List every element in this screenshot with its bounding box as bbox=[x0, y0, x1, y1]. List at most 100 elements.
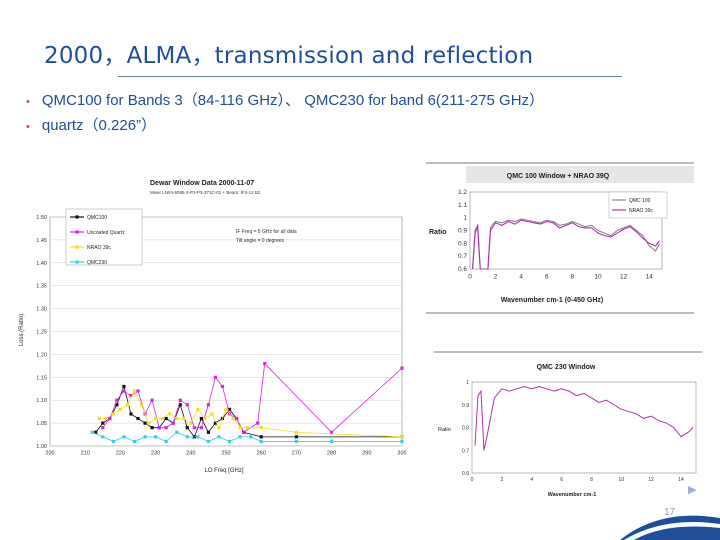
annotation-line: Tilt angle = 0 degrees bbox=[236, 238, 285, 244]
series-line bbox=[92, 431, 402, 442]
bullet-item: • quartz（0.226”） bbox=[26, 114, 544, 139]
y-tick-label: 1.25 bbox=[36, 330, 47, 336]
x-tick-label: 2 bbox=[500, 477, 503, 483]
y-tick-label: 0.9 bbox=[458, 228, 467, 235]
chart-title: QMC 100 Window + NRAO 39Q bbox=[507, 173, 610, 180]
data-point bbox=[256, 421, 260, 425]
series-uncoated-quartz bbox=[101, 361, 404, 434]
y-tick-label: 0.6 bbox=[458, 266, 467, 273]
x-tick-label: 8 bbox=[571, 274, 575, 281]
chart-legend: QMC 100 NRAO 39c bbox=[608, 191, 668, 219]
x-tick-label: 10 bbox=[619, 477, 625, 483]
data-point bbox=[129, 412, 133, 416]
data-point bbox=[125, 403, 130, 407]
data-point bbox=[136, 389, 140, 393]
bullet-dot-icon: • bbox=[26, 96, 30, 108]
data-point bbox=[206, 439, 210, 444]
data-point bbox=[139, 403, 144, 407]
data-point bbox=[213, 375, 218, 379]
y-tick-label: 1.15 bbox=[36, 375, 47, 381]
y-tick-label: 1.10 bbox=[36, 398, 47, 404]
x-tick-label: 240 bbox=[186, 451, 195, 457]
data-point bbox=[104, 416, 108, 421]
x-tick-label: 6 bbox=[545, 274, 549, 281]
x-tick-label: 300 bbox=[397, 451, 406, 457]
legend-marker bbox=[75, 245, 79, 249]
data-point bbox=[150, 398, 154, 402]
y-tick-label: 1 bbox=[463, 215, 467, 222]
y-tick-label: 1.35 bbox=[36, 284, 47, 290]
x-tick-label: 4 bbox=[519, 274, 523, 281]
legend-marker bbox=[75, 230, 79, 234]
series-qmc230 bbox=[90, 430, 404, 444]
annotation-line: IF Freq = 5 GHz for all data bbox=[236, 229, 297, 235]
decorative-swoosh bbox=[620, 515, 720, 540]
data-point bbox=[199, 426, 203, 430]
x-tick-label: 12 bbox=[620, 274, 628, 281]
data-point bbox=[227, 407, 232, 411]
data-point bbox=[294, 439, 298, 444]
legend-label: QMC100 bbox=[87, 215, 107, 221]
data-point bbox=[294, 430, 298, 434]
next-slide-icon[interactable]: ▶ bbox=[688, 484, 697, 496]
data-point bbox=[97, 416, 101, 421]
data-point bbox=[115, 403, 119, 407]
data-point bbox=[122, 435, 126, 439]
slide-title: 2000，ALMA，transmission and reflection bbox=[44, 43, 534, 69]
legend-marker bbox=[75, 260, 79, 264]
x-tick-label: 0 bbox=[468, 274, 472, 281]
data-point bbox=[154, 416, 158, 421]
chart-title: Dewar Window Data 2000-11-07 bbox=[150, 180, 254, 187]
data-point bbox=[238, 435, 242, 439]
data-point bbox=[136, 416, 140, 421]
x-tick-label: 8 bbox=[590, 477, 593, 483]
data-point bbox=[94, 430, 98, 434]
x-tick-label: 260 bbox=[257, 451, 266, 457]
legend-label: Uncoated Quartz bbox=[87, 230, 125, 236]
data-point bbox=[185, 403, 189, 407]
data-point bbox=[132, 439, 137, 444]
data-point bbox=[164, 416, 168, 421]
data-point bbox=[143, 435, 147, 439]
series-trace bbox=[474, 386, 694, 451]
data-point bbox=[242, 430, 246, 434]
y-tick-label: 0.9 bbox=[462, 403, 469, 409]
data-point bbox=[175, 430, 179, 434]
x-tick-label: 4 bbox=[530, 477, 533, 483]
data-point bbox=[224, 407, 228, 411]
data-point bbox=[196, 435, 200, 439]
legend-label: NRAO 39c bbox=[629, 208, 653, 214]
x-axis-label: LO Freq [GHz] bbox=[204, 468, 243, 474]
x-tick-label: 14 bbox=[646, 274, 654, 281]
data-point bbox=[108, 416, 112, 421]
title-divider bbox=[118, 76, 622, 77]
x-tick-label: 10 bbox=[594, 274, 602, 281]
y-tick-label: 1 bbox=[466, 380, 469, 386]
data-point bbox=[210, 412, 214, 416]
data-point bbox=[150, 426, 154, 430]
data-point bbox=[220, 384, 225, 389]
y-tick-label: 1.1 bbox=[458, 202, 467, 209]
data-point bbox=[101, 426, 105, 430]
x-tick-label: 270 bbox=[292, 451, 301, 457]
x-tick-label: 6 bbox=[560, 477, 563, 483]
x-tick-label: 280 bbox=[327, 451, 336, 457]
data-point bbox=[161, 416, 165, 421]
data-point bbox=[238, 426, 242, 430]
y-tick-label: 0.8 bbox=[462, 426, 469, 432]
data-point bbox=[132, 389, 137, 393]
chart-subtitle: Mixer LN#4-5095-2-P3-P3-371C-01 + Beam: … bbox=[150, 190, 261, 195]
data-point bbox=[400, 435, 404, 439]
x-tick-label: 0 bbox=[471, 477, 474, 483]
dewar-window-chart: Dewar Window Data 2000-11-07 Mixer LN#4-… bbox=[14, 165, 414, 475]
series-nrao-39c bbox=[97, 389, 404, 439]
data-point bbox=[189, 421, 193, 425]
y-axis-label: Loss (Ratio) bbox=[19, 314, 25, 346]
bullet-list: • QMC100 for Bands 3（84-116 GHz）、 QMC230 … bbox=[26, 89, 544, 139]
data-point bbox=[129, 394, 133, 398]
data-point bbox=[245, 426, 249, 430]
y-tick-label: 1.05 bbox=[36, 421, 47, 427]
chart-annotation: IF Freq = 5 GHz for all data Tilt angle … bbox=[236, 229, 297, 244]
x-tick-label: 200 bbox=[45, 451, 54, 457]
bullet-text: QMC100 for Bands 3（84-116 GHz）、 QMC230 f… bbox=[41, 92, 545, 109]
